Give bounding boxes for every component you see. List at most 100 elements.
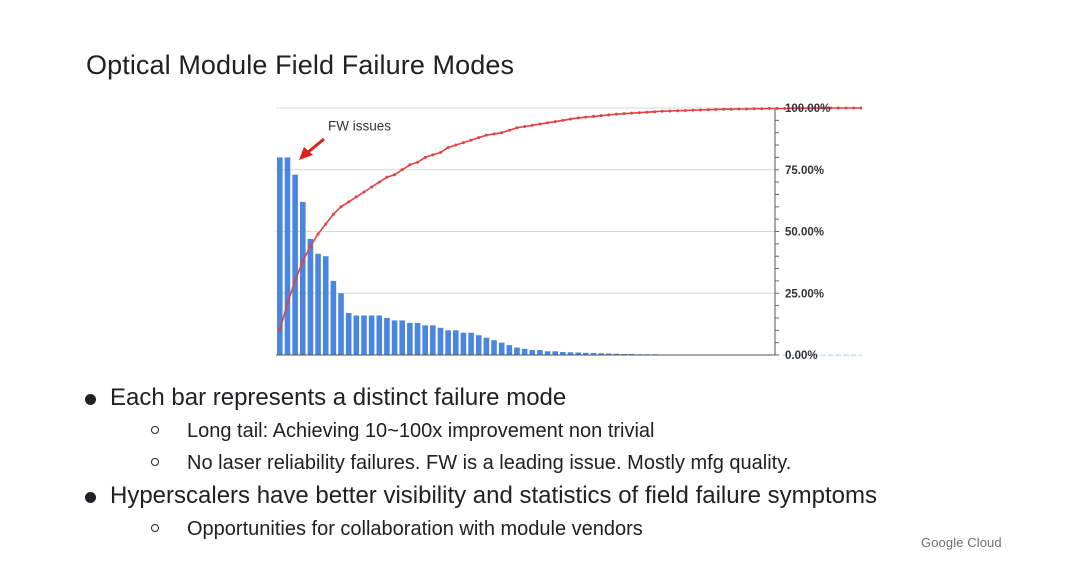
bar xyxy=(399,320,406,355)
cumulative-point xyxy=(607,113,611,117)
bar xyxy=(292,174,298,355)
bullet-list: Each bar represents a distinct failure m… xyxy=(84,382,1044,546)
cumulative-point xyxy=(423,155,427,159)
cumulative-point xyxy=(859,106,862,110)
sub-bullet-text: Long tail: Achieving 10~100x improvement… xyxy=(187,420,655,442)
cumulative-point xyxy=(324,222,328,226)
cumulative-point xyxy=(775,106,779,110)
cumulative-point xyxy=(561,118,565,122)
bar xyxy=(322,256,329,355)
bar xyxy=(598,353,604,355)
cumulative-point xyxy=(653,110,657,114)
bullet-dot-icon xyxy=(85,394,96,405)
bullet-item: Each bar represents a distinct failure m… xyxy=(84,382,1044,413)
cumulative-point xyxy=(844,106,848,110)
cumulative-point xyxy=(377,180,381,184)
bullet-text: Each bar represents a distinct failure m… xyxy=(110,384,567,411)
annotation-arrow-shaft xyxy=(306,137,325,155)
cumulative-point xyxy=(477,136,481,140)
cumulative-point xyxy=(370,185,374,189)
cumulative-point xyxy=(538,122,542,126)
bar xyxy=(483,337,490,355)
cumulative-point xyxy=(438,150,442,154)
bar xyxy=(575,352,581,355)
bar xyxy=(338,293,344,355)
cumulative-point xyxy=(790,106,794,110)
bar xyxy=(567,352,574,355)
cumulative-point xyxy=(362,190,366,194)
cumulative-point xyxy=(806,106,810,110)
cumulative-point xyxy=(576,116,580,120)
cumulative-point xyxy=(354,195,358,199)
bar xyxy=(552,351,559,355)
cumulative-point xyxy=(293,279,297,283)
bar xyxy=(544,351,551,355)
cumulative-point xyxy=(553,120,557,124)
cumulative-point xyxy=(285,301,289,305)
bar xyxy=(384,317,390,355)
cumulative-point xyxy=(408,163,412,167)
cumulative-point xyxy=(706,108,710,112)
cumulative-point xyxy=(523,125,527,129)
sub-bullet-text: No laser reliability failures. FW is a l… xyxy=(187,452,792,474)
sub-bullet-circle-icon xyxy=(151,458,159,466)
arrow-icon xyxy=(299,147,313,160)
sub-bullet-text: Opportunities for collaboration with mod… xyxy=(187,518,643,540)
bullet-item: Hyperscalers have better visibility and … xyxy=(84,480,1044,511)
line-layer xyxy=(278,106,862,332)
cumulative-point xyxy=(385,175,389,179)
google-cloud-logo: Google Cloud xyxy=(921,535,1002,550)
cumulative-point xyxy=(492,132,496,136)
cumulative-point xyxy=(308,244,312,248)
bar xyxy=(529,350,536,355)
sub-bullet-item: Opportunities for collaboration with mod… xyxy=(84,514,1044,544)
cumulative-point xyxy=(668,109,672,113)
cumulative-point xyxy=(515,126,519,130)
cumulative-point xyxy=(331,212,335,216)
bar xyxy=(506,345,513,355)
cumulative-point xyxy=(507,128,511,132)
cumulative-point xyxy=(660,109,664,113)
cumulative-point xyxy=(760,107,764,111)
cumulative-point xyxy=(316,232,320,236)
cumulative-point xyxy=(683,108,687,112)
y2-tick-label: 25.00% xyxy=(785,288,824,300)
annotation-label: FW issues xyxy=(328,119,391,134)
bar xyxy=(284,157,291,355)
bar xyxy=(307,238,314,355)
cumulative-point xyxy=(637,111,641,115)
bar xyxy=(514,347,520,355)
sub-bullet-item: Long tail: Achieving 10~100x improvement… xyxy=(84,416,1044,446)
bar-layer xyxy=(277,157,862,356)
cumulative-point xyxy=(446,146,450,150)
bar xyxy=(583,352,589,355)
cumulative-point xyxy=(691,108,695,112)
bar xyxy=(353,315,360,355)
bullet-dot-icon xyxy=(85,492,96,503)
bar xyxy=(430,325,436,355)
cumulative-point xyxy=(416,160,420,164)
cumulative-point xyxy=(737,107,741,111)
bar xyxy=(468,332,474,355)
cumulative-point xyxy=(347,200,351,204)
bar xyxy=(491,340,497,355)
sub-bullet-circle-icon xyxy=(151,524,159,532)
cumulative-point xyxy=(400,168,404,172)
cumulative-point xyxy=(461,141,465,145)
cumulative-point xyxy=(484,133,488,137)
y2-tick-label: 50.00% xyxy=(785,227,824,239)
cumulative-point xyxy=(821,106,825,110)
cumulative-point xyxy=(699,108,703,112)
sub-bullet-circle-icon xyxy=(151,426,159,434)
cumulative-point xyxy=(767,106,771,110)
bar xyxy=(345,313,352,355)
cumulative-point xyxy=(454,143,458,147)
sub-bullet-item: No laser reliability failures. FW is a l… xyxy=(84,448,1044,478)
cumulative-point xyxy=(836,106,840,110)
cumulative-point xyxy=(591,114,595,118)
bar xyxy=(368,315,375,355)
bar xyxy=(475,335,482,355)
cumulative-point xyxy=(530,123,534,127)
grid-layer xyxy=(276,107,775,294)
bar xyxy=(437,327,444,355)
